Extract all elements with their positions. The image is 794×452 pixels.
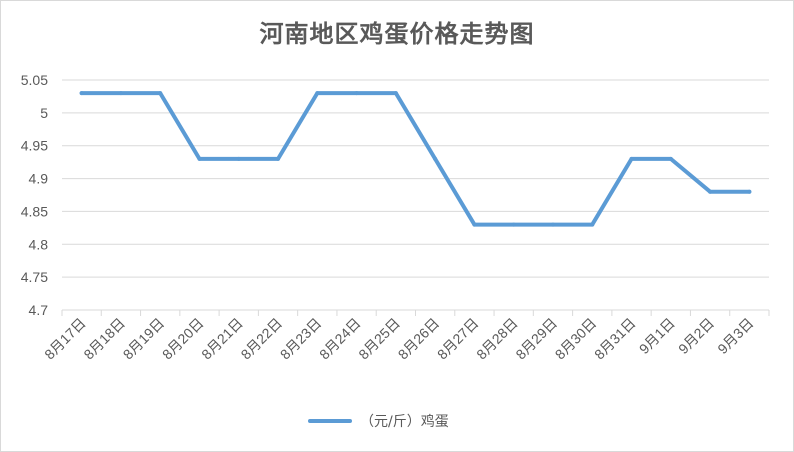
- x-tick-label: 8月21日: [198, 315, 246, 363]
- x-tick-label: 8月30日: [552, 315, 600, 363]
- data-point: [708, 189, 713, 194]
- data-point: [158, 91, 163, 96]
- data-point: [315, 91, 320, 96]
- data-point: [590, 222, 595, 227]
- x-tick-label: 8月17日: [41, 315, 89, 363]
- data-point: [118, 91, 123, 96]
- data-point: [393, 91, 398, 96]
- data-point: [79, 91, 84, 96]
- data-point: [629, 156, 634, 161]
- x-tick-label: 8月19日: [120, 315, 168, 363]
- y-tick-label: 4.95: [21, 138, 48, 154]
- y-tick-label: 4.9: [29, 171, 49, 187]
- data-point: [236, 156, 241, 161]
- legend-label: （元/斤）鸡蛋: [360, 414, 449, 430]
- x-tick-label: 8月29日: [512, 315, 560, 363]
- x-tick-label: 8月22日: [238, 315, 286, 363]
- y-tick-label: 4.8: [29, 236, 49, 252]
- y-tick-label: 4.7: [29, 302, 49, 318]
- x-tick-label: 8月28日: [473, 315, 521, 363]
- data-point: [276, 156, 281, 161]
- data-point: [433, 156, 438, 161]
- data-point: [472, 222, 477, 227]
- data-point: [747, 189, 752, 194]
- y-tick-label: 5.05: [21, 72, 48, 88]
- x-tick-label: 8月26日: [395, 315, 443, 363]
- x-tick-label: 8月20日: [159, 315, 207, 363]
- x-tick-label: 9月1日: [636, 315, 678, 357]
- data-point: [668, 156, 673, 161]
- legend-line-swatch: [308, 419, 352, 423]
- x-tick-label: 8月23日: [277, 315, 325, 363]
- x-tick-label: 9月2日: [675, 315, 717, 357]
- legend: （元/斤）鸡蛋: [308, 410, 449, 432]
- data-point: [511, 222, 516, 227]
- y-tick-label: 5: [40, 105, 48, 121]
- x-tick-label: 8月24日: [316, 315, 364, 363]
- x-tick-label: 8月27日: [434, 315, 482, 363]
- y-tick-label: 4.85: [21, 203, 48, 219]
- y-tick-label: 4.75: [21, 269, 48, 285]
- data-point: [197, 156, 202, 161]
- chart-title: 河南地区鸡蛋价格走势图: [259, 20, 535, 48]
- series-line: [79, 91, 752, 227]
- x-tick-label: 8月18日: [80, 315, 128, 363]
- data-point: [354, 91, 359, 96]
- data-point: [550, 222, 555, 227]
- x-tick-label: 8月31日: [591, 315, 639, 363]
- x-tick-label: 8月25日: [355, 315, 403, 363]
- x-tick-label: 9月3日: [714, 315, 756, 357]
